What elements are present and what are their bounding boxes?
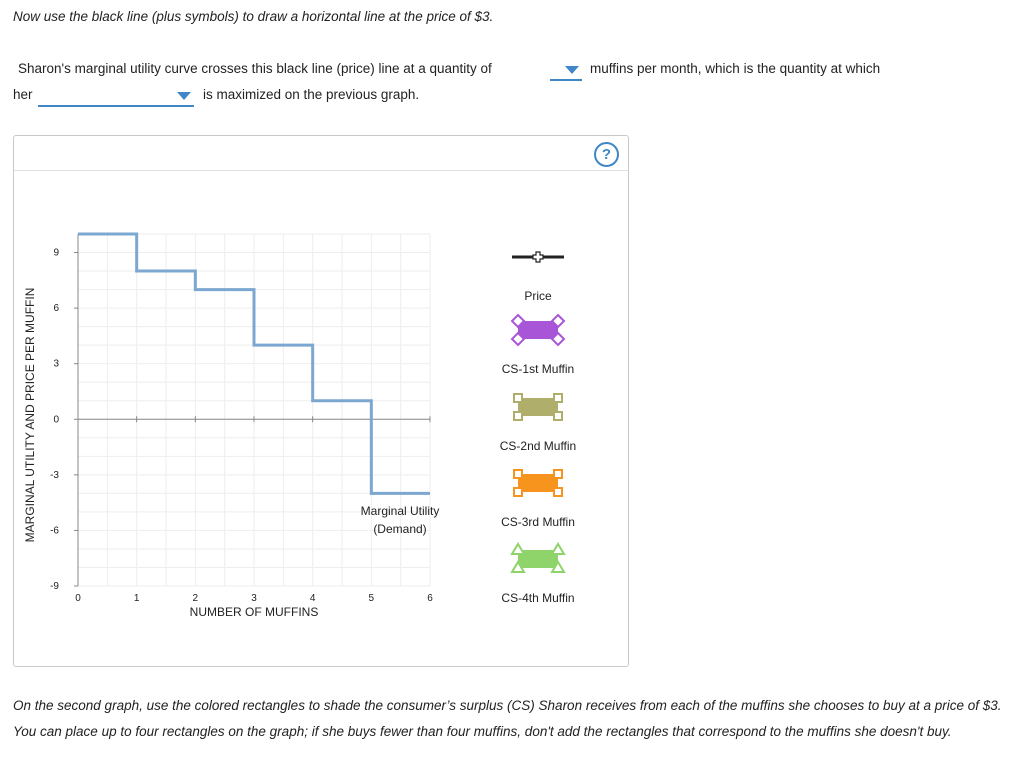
legend-item-5[interactable]: CS-4th Muffin	[501, 542, 575, 605]
plus-icon	[532, 251, 544, 263]
chevron-down-icon	[177, 92, 191, 100]
top-instruction: Now use the black line (plus symbols) to…	[13, 9, 494, 24]
legend-item-3[interactable]: CS-2nd Muffin	[500, 393, 576, 453]
y-tick-label: 0	[53, 414, 59, 425]
legend-item-4[interactable]: CS-3rd Muffin	[501, 469, 575, 529]
x-tick-label: 6	[427, 593, 433, 604]
y-tick-label: 6	[53, 303, 59, 314]
y-tick-label: -9	[50, 581, 59, 592]
cs-rectangle-icon	[518, 474, 558, 492]
question-text-part1: Sharon's marginal utility curve crosses …	[18, 61, 492, 76]
diamond-handle-icon	[510, 331, 526, 347]
curve-label-line2: (Demand)	[373, 522, 426, 536]
legend-label: CS-3rd Muffin	[501, 515, 575, 529]
diamond-handle-icon	[550, 331, 566, 347]
x-axis-label: NUMBER OF MUFFINS	[190, 605, 319, 619]
help-icon[interactable]: ?	[594, 142, 619, 167]
triangle-handle-icon	[550, 560, 566, 573]
legend-item-1[interactable]: Price	[512, 251, 564, 303]
y-tick-label: 9	[53, 248, 59, 259]
square-handle-icon	[513, 411, 523, 421]
y-tick-label: -3	[50, 470, 59, 481]
curve-label-line1: Marginal Utility	[361, 504, 440, 518]
quantity-dropdown[interactable]	[550, 61, 582, 81]
y-tick-label: -6	[50, 525, 59, 536]
question-text-part3: her	[13, 87, 33, 102]
square-handle-icon	[553, 487, 563, 497]
maximized-dropdown[interactable]	[38, 87, 194, 107]
x-tick-label: 2	[193, 593, 199, 604]
chevron-down-icon	[565, 66, 579, 74]
cs-rectangle-icon	[518, 398, 558, 416]
square-handle-icon	[513, 393, 523, 403]
cs-rectangle-icon	[518, 550, 558, 568]
triangle-handle-icon	[550, 542, 566, 555]
x-tick-label: 4	[310, 593, 316, 604]
question-text-part4: is maximized on the previous graph.	[203, 87, 420, 102]
legend-label: CS-4th Muffin	[501, 591, 574, 605]
x-tick-label: 3	[251, 593, 257, 604]
x-tick-label: 5	[369, 593, 375, 604]
bottom-instruction: On the second graph, use the colored rec…	[13, 698, 1002, 739]
legend-label: Price	[524, 289, 552, 303]
marginal-utility-curve	[78, 232, 430, 495]
x-tick-label: 1	[134, 593, 140, 604]
diamond-handle-icon	[550, 313, 566, 329]
triangle-handle-icon	[510, 560, 526, 573]
square-handle-icon	[553, 469, 563, 479]
square-handle-icon	[513, 469, 523, 479]
triangle-handle-icon	[510, 542, 526, 555]
x-tick-label: 0	[75, 593, 81, 604]
chart-ticks: 9 6 3 0 -3 -6 -9 0 1 2 3 4 5 6	[50, 248, 433, 604]
diamond-handle-icon	[510, 313, 526, 329]
y-axis-label: MARGINAL UTILITY AND PRICE PER MUFFIN	[23, 288, 37, 543]
square-handle-icon	[513, 487, 523, 497]
question-text-part2: muffins per month, which is the quantity…	[590, 61, 881, 76]
legend-label: CS-2nd Muffin	[500, 439, 576, 453]
legend-item-2[interactable]: CS-1st Muffin	[502, 313, 574, 376]
legend: Price CS-1st Muffin CS-2nd Muffin CS-3rd Mu…	[500, 251, 576, 605]
graph-toolbar	[14, 136, 628, 171]
marginal-utility-line[interactable]	[78, 232, 430, 495]
y-tick-label: 3	[53, 359, 59, 370]
square-handle-icon	[553, 393, 563, 403]
legend-label: CS-1st Muffin	[502, 362, 574, 376]
cs-rectangle-icon	[518, 321, 558, 339]
square-handle-icon	[553, 411, 563, 421]
